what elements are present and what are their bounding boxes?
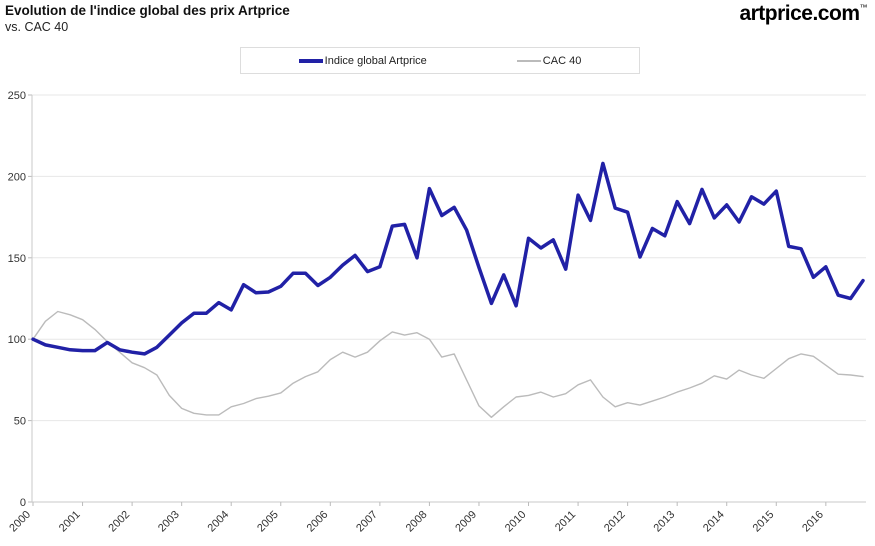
y-axis-label: 0 [20, 497, 26, 509]
legend-label-cac40: CAC 40 [542, 54, 582, 67]
series-line-cac40 [32, 310, 864, 418]
x-axis-label: 2008 [404, 509, 430, 535]
x-axis-label: 2002 [106, 509, 132, 535]
y-axis-label: 150 [8, 253, 26, 265]
chart-title: Evolution de l'indice global des prix Ar… [5, 3, 290, 18]
chart-legend: Indice global Artprice CAC 40 [240, 47, 640, 74]
x-axis-label: 2005 [255, 509, 281, 535]
x-axis-label: 2007 [354, 509, 380, 535]
y-axis-label: 200 [8, 171, 26, 183]
chart-subtitle: vs. CAC 40 [5, 20, 69, 34]
legend-item-cac40: CAC 40 [516, 54, 582, 67]
x-axis-label: 2001 [57, 509, 83, 535]
x-axis-label: 2014 [701, 509, 727, 535]
y-axis-label: 100 [8, 334, 26, 346]
y-axis-label: 50 [14, 416, 26, 428]
x-axis-label: 2004 [206, 509, 232, 535]
trademark-mark: ™ [859, 3, 868, 12]
legend-label-artprice: Indice global Artprice [324, 54, 427, 67]
x-axis-label: 2015 [751, 509, 777, 535]
x-axis-label: 2011 [553, 509, 578, 534]
x-axis-label: 2013 [652, 509, 678, 535]
artprice-line-swatch [298, 58, 323, 63]
x-axis-label: 2003 [156, 509, 182, 535]
x-axis-label: 2000 [7, 509, 33, 535]
x-axis-label: 2009 [453, 509, 479, 535]
series-line-artprice [31, 161, 865, 356]
x-axis-label: 2016 [800, 509, 826, 535]
artprice-logo: artprice.com™ [739, 2, 868, 25]
x-axis-label: 2006 [305, 509, 331, 535]
cac40-line-swatch [516, 59, 541, 62]
legend-item-artprice: Indice global Artprice [298, 54, 427, 67]
x-axis-label: 2010 [503, 509, 529, 535]
y-axis-label: 250 [8, 90, 26, 102]
x-axis-label: 2012 [602, 509, 628, 535]
